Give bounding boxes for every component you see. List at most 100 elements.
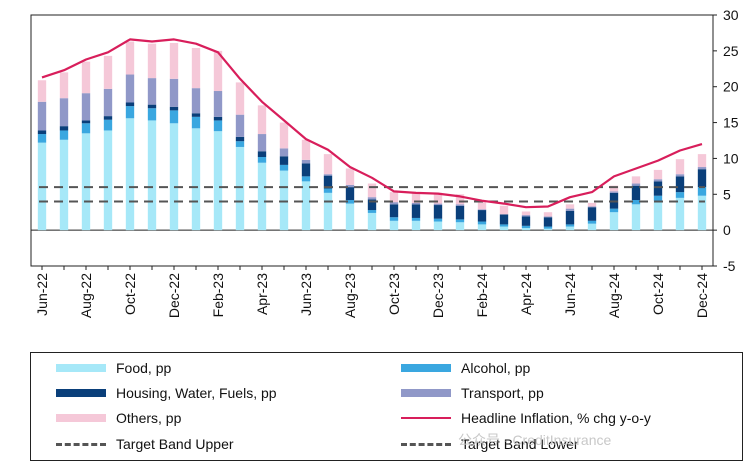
bar bbox=[587, 220, 597, 224]
bar bbox=[675, 174, 685, 177]
bar bbox=[323, 192, 333, 231]
legend-swatch-transport bbox=[401, 389, 451, 397]
y-tick-label: 25 bbox=[723, 43, 739, 59]
bar bbox=[675, 192, 685, 198]
bar bbox=[59, 126, 69, 131]
bar bbox=[279, 148, 289, 157]
bar bbox=[565, 208, 575, 211]
bar bbox=[653, 200, 663, 231]
bar bbox=[477, 200, 487, 210]
bar bbox=[367, 212, 377, 231]
bar bbox=[697, 167, 707, 170]
bar bbox=[631, 200, 641, 205]
bar bbox=[565, 204, 575, 209]
bar bbox=[697, 187, 707, 196]
bar bbox=[433, 192, 443, 204]
bar bbox=[191, 88, 201, 114]
bar bbox=[191, 47, 201, 89]
bar bbox=[191, 128, 201, 231]
bar bbox=[81, 123, 91, 134]
bar bbox=[345, 187, 355, 201]
bar bbox=[301, 159, 311, 164]
bar bbox=[59, 130, 69, 140]
x-tick-label: Aug-24 bbox=[606, 273, 622, 318]
bar bbox=[169, 106, 179, 111]
bar bbox=[191, 113, 201, 117]
x-tick-label: Jun-22 bbox=[34, 273, 50, 316]
bar bbox=[103, 55, 113, 89]
legend-label-headline: Headline Inflation, % chg y-o-y bbox=[461, 410, 651, 426]
x-tick-label: Jun-24 bbox=[562, 273, 578, 316]
bar bbox=[367, 199, 377, 211]
legend-label-band-upper: Target Band Upper bbox=[116, 436, 234, 452]
bar bbox=[235, 136, 245, 142]
bar bbox=[367, 197, 377, 200]
bar bbox=[455, 219, 465, 223]
bar bbox=[213, 120, 223, 132]
bar bbox=[81, 61, 91, 94]
bar bbox=[587, 207, 597, 221]
bar bbox=[103, 88, 113, 117]
legend-swatch-band-upper bbox=[56, 442, 106, 446]
bar bbox=[103, 119, 113, 131]
legend-item-housing: Housing, Water, Fuels, pp bbox=[56, 383, 277, 403]
x-tick-label: Oct-24 bbox=[650, 273, 666, 315]
bar bbox=[257, 162, 267, 231]
bar bbox=[37, 130, 47, 135]
bar bbox=[675, 197, 685, 231]
bar bbox=[301, 163, 311, 177]
x-tick-label: Oct-22 bbox=[122, 273, 138, 315]
bar bbox=[389, 192, 399, 203]
bar bbox=[477, 210, 487, 222]
bar bbox=[389, 202, 399, 205]
bar bbox=[389, 220, 399, 231]
bar bbox=[697, 169, 707, 188]
x-tick-label: Dec-22 bbox=[166, 273, 182, 318]
x-tick-label: Feb-24 bbox=[474, 273, 490, 318]
bar bbox=[147, 43, 157, 79]
bar bbox=[37, 101, 47, 131]
bar bbox=[587, 206, 597, 208]
bar bbox=[587, 223, 597, 231]
bar bbox=[323, 174, 333, 176]
bar bbox=[543, 216, 553, 218]
bar bbox=[499, 205, 509, 215]
legend-label-housing: Housing, Water, Fuels, pp bbox=[116, 385, 277, 401]
bar bbox=[235, 141, 245, 147]
bar bbox=[499, 224, 509, 227]
bar bbox=[37, 80, 47, 102]
bar bbox=[125, 74, 135, 103]
bar bbox=[301, 139, 311, 160]
bar bbox=[675, 159, 685, 175]
y-tick-label: 5 bbox=[723, 186, 731, 202]
legend-item-transport: Transport, pp bbox=[401, 383, 544, 403]
bar bbox=[543, 228, 553, 231]
bar bbox=[389, 217, 399, 221]
bar bbox=[323, 175, 333, 189]
bar bbox=[433, 218, 443, 222]
bar bbox=[697, 154, 707, 168]
bar bbox=[301, 181, 311, 231]
bar bbox=[213, 50, 223, 92]
bar bbox=[191, 116, 201, 129]
bar bbox=[345, 184, 355, 188]
bar bbox=[169, 123, 179, 231]
bar bbox=[631, 176, 641, 184]
bar bbox=[257, 134, 267, 152]
legend-label-food: Food, pp bbox=[116, 360, 172, 376]
bar bbox=[235, 114, 245, 137]
y-tick-label: 15 bbox=[723, 115, 739, 131]
legend-swatch-headline bbox=[401, 417, 451, 419]
bar bbox=[125, 102, 135, 107]
bar bbox=[59, 72, 69, 99]
bar bbox=[301, 176, 311, 182]
bar bbox=[59, 98, 69, 127]
bar bbox=[213, 91, 223, 117]
bar bbox=[345, 203, 355, 231]
y-tick-label: 20 bbox=[723, 79, 739, 95]
legend: Food, pp Alcohol, pp Housing, Water, Fue… bbox=[30, 352, 743, 461]
bar bbox=[697, 195, 707, 231]
watermark: 公众号 · CreditInsurance bbox=[458, 432, 612, 448]
bar bbox=[81, 133, 91, 231]
